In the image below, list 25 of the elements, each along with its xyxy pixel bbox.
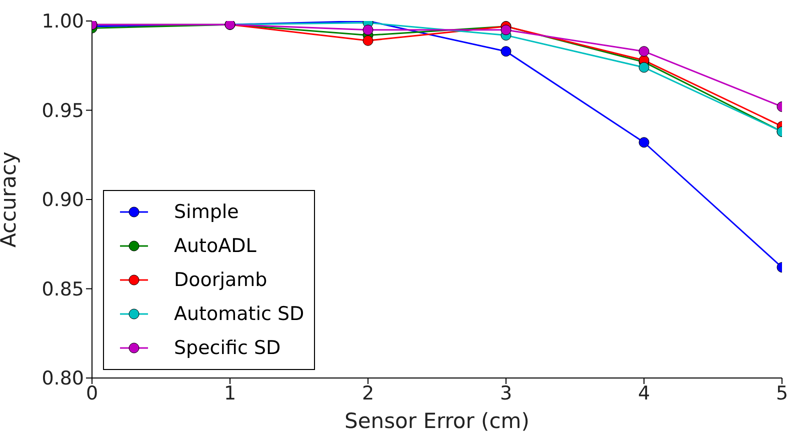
point (638, 46, 650, 57)
x-tick-label: 2 (362, 382, 374, 404)
x-tick-label: 5 (776, 382, 788, 404)
x-tick-label: 3 (500, 382, 512, 404)
x-axis-title: Sensor Error (cm) (344, 409, 530, 433)
legend-label: AutoADL (174, 234, 256, 259)
y-axis-title: Accuracy (0, 152, 20, 248)
legend-label: Automatic SD (174, 302, 304, 327)
y-tick-label: 0.90 (42, 189, 84, 212)
point (362, 24, 374, 36)
point (500, 24, 512, 36)
y-tick-label: 0.80 (42, 368, 84, 390)
point (500, 46, 512, 57)
x-tick-label: 0 (86, 382, 98, 404)
legend-label: Simple (174, 200, 239, 225)
point (638, 137, 650, 148)
point (638, 62, 650, 73)
y-tick-label: 0.85 (42, 278, 84, 300)
legend-label: Specific SD (174, 336, 281, 361)
x-tick-label: 4 (638, 382, 650, 404)
y-tick-label: 0.95 (42, 100, 84, 122)
x-tick-label: 1 (224, 382, 236, 404)
point (362, 35, 374, 46)
y-tick-label: 1.00 (42, 10, 84, 33)
legend-label: Doorjamb (174, 268, 268, 293)
